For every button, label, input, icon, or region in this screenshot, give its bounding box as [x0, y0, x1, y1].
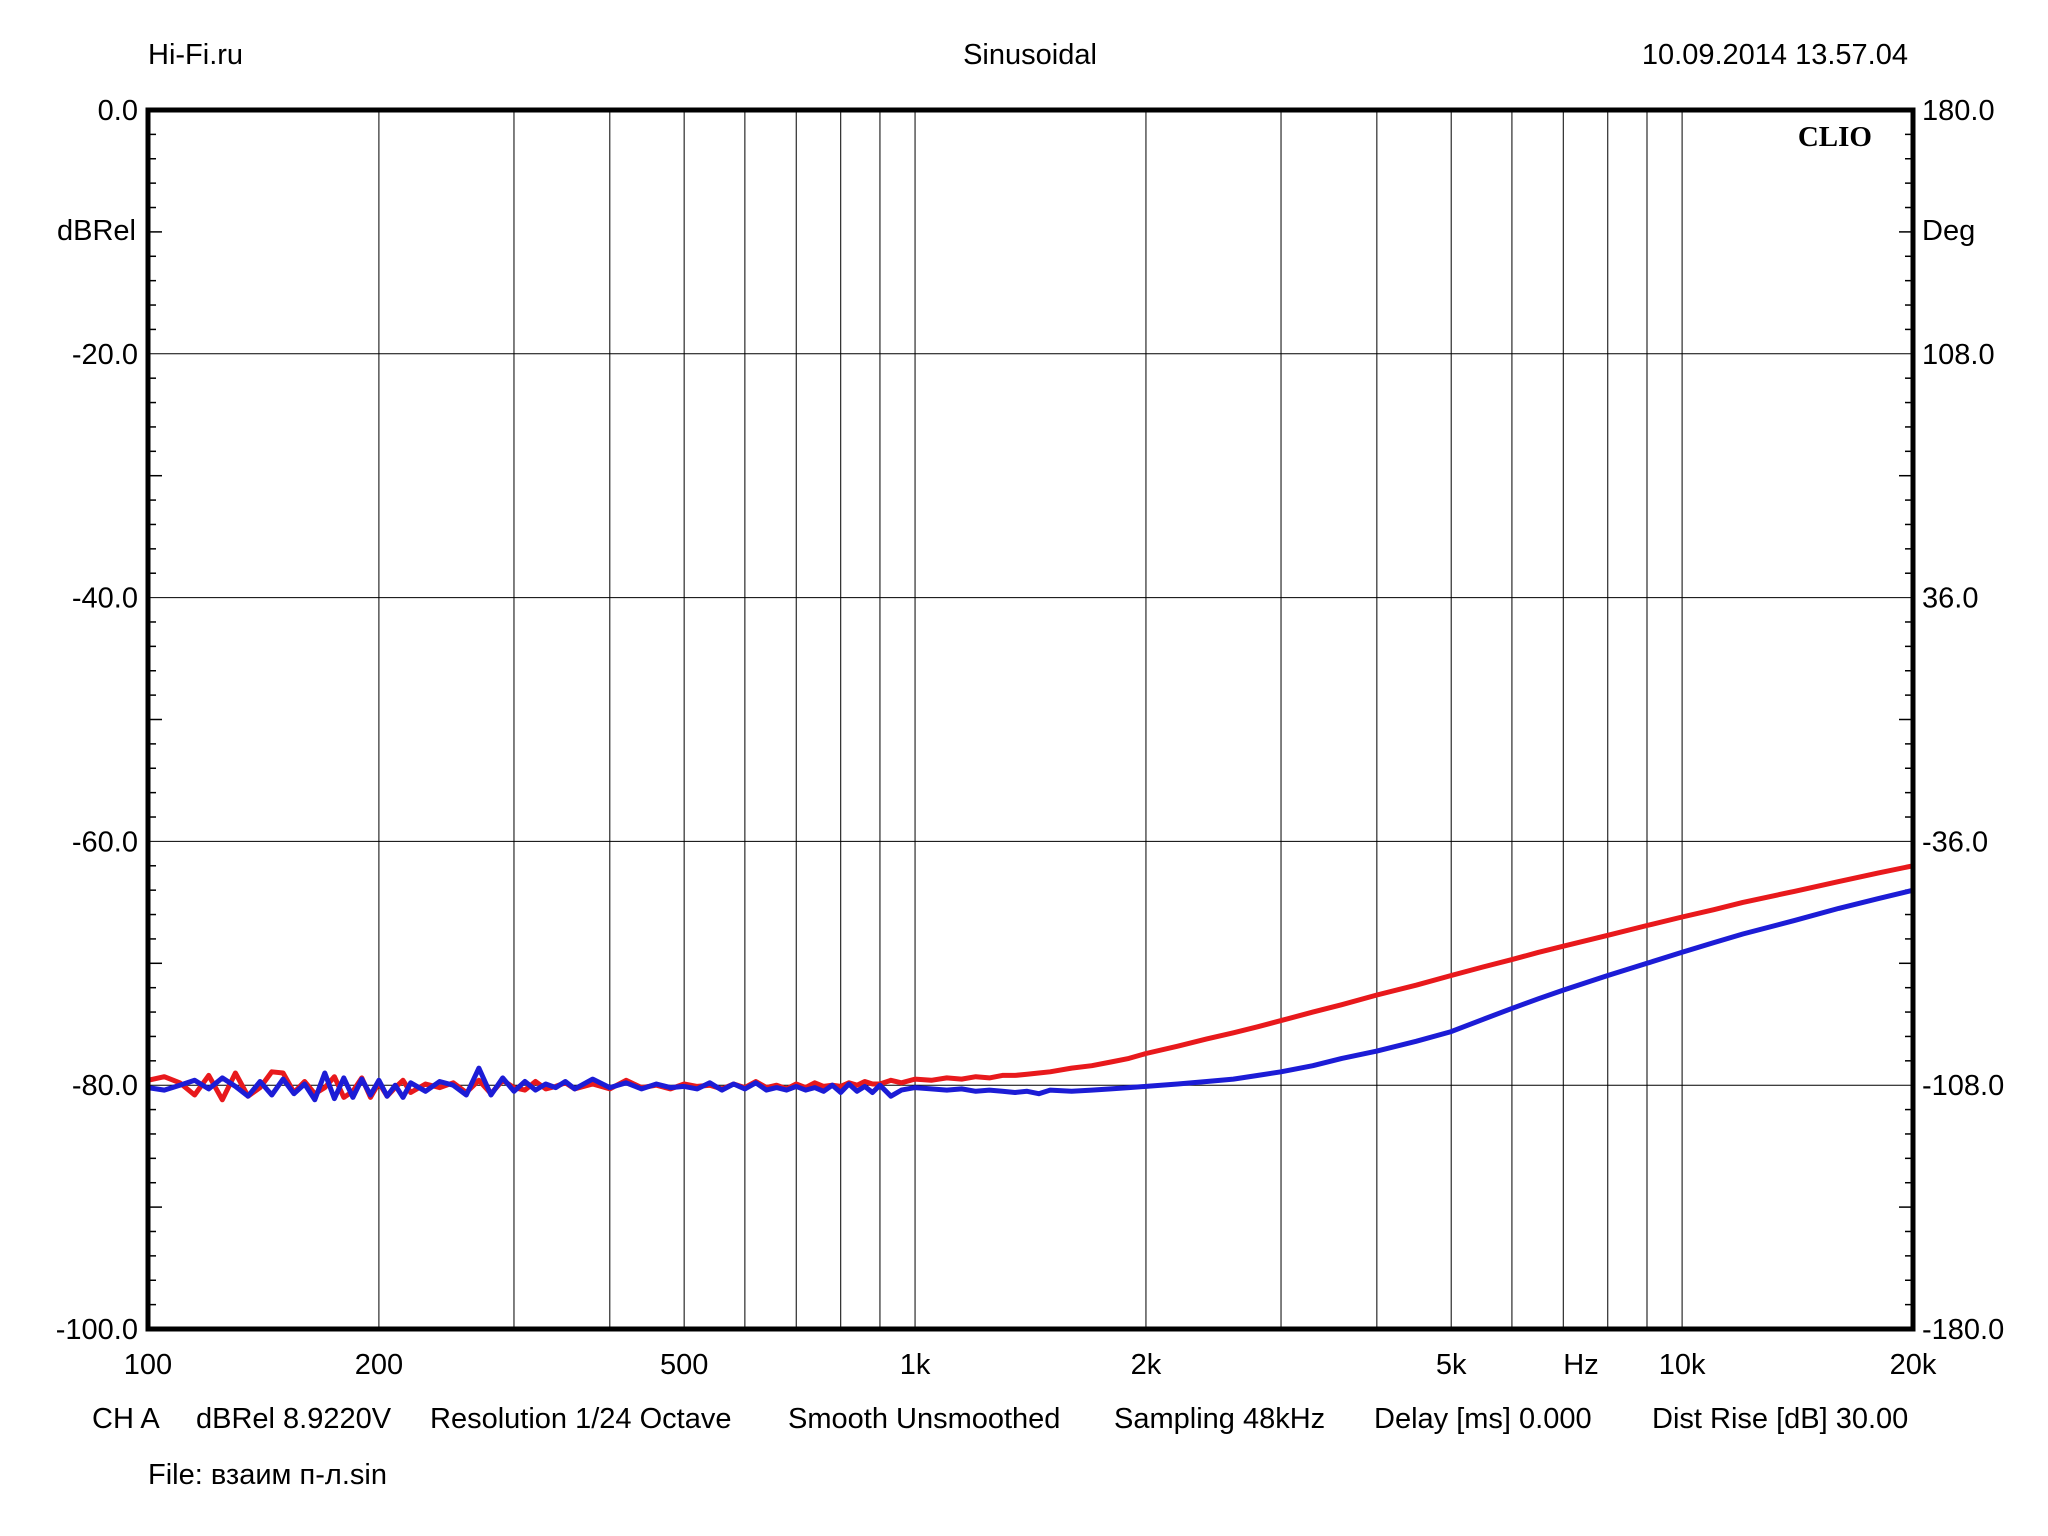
- footer-unit: dBRel 8.9220V: [196, 1403, 392, 1435]
- header-left: Hi-Fi.ru: [148, 39, 243, 71]
- y2-tick-label: 36.0: [1922, 583, 1978, 615]
- brand-logo: CLIO: [1798, 121, 1872, 153]
- y2-tick-label: -36.0: [1922, 826, 1988, 858]
- y-tick-label: 0.0: [98, 95, 138, 127]
- footer-dist-rise: Dist Rise [dB] 30.00: [1652, 1403, 1908, 1435]
- y-tick-label: -40.0: [72, 583, 138, 615]
- x-tick-label: 100: [124, 1349, 172, 1381]
- y2-tick-label: 180.0: [1922, 95, 1995, 127]
- chart-title: Sinusoidal: [963, 39, 1097, 71]
- y-tick-label: -80.0: [72, 1070, 138, 1102]
- footer-file: File: взаим п-л.sin: [148, 1459, 387, 1491]
- y-tick-label: -100.0: [56, 1314, 138, 1346]
- footer-sampling: Sampling 48kHz: [1114, 1403, 1325, 1435]
- y-tick-label: -20.0: [72, 339, 138, 371]
- x-axis-unit: Hz: [1563, 1349, 1598, 1381]
- y2-axis-title: Deg: [1922, 215, 1975, 247]
- series-line-2: [145, 887, 1916, 1103]
- footer-resolution: Resolution 1/24 Octave: [430, 1403, 731, 1435]
- x-tick-label: 200: [355, 1349, 403, 1381]
- y2-axis-labels: 180.0 108.0 36.0 -36.0 -108.0 -180.0: [1922, 95, 2004, 1346]
- x-tick-label: 500: [660, 1349, 708, 1381]
- footer-channel: CH A: [92, 1403, 160, 1435]
- plot-frame: [145, 107, 1916, 1332]
- footer-delay: Delay [ms] 0.000: [1374, 1403, 1592, 1435]
- grid: [147, 109, 1914, 1330]
- y2-tick-label: 108.0: [1922, 339, 1995, 371]
- y2-tick-label: -108.0: [1922, 1070, 2004, 1102]
- timestamp: 10.09.2014 13.57.04: [1642, 39, 1908, 71]
- x-tick-label: 1k: [900, 1349, 931, 1381]
- y-axis-labels: 0.0 -20.0 -40.0 -60.0 -80.0 -100.0: [56, 95, 138, 1346]
- y-axis-title: dBRel: [57, 215, 136, 247]
- x-tick-label: 2k: [1131, 1349, 1162, 1381]
- x-axis-labels: 100 200 500 1k 2k 5k 10k 20k: [124, 1349, 1937, 1381]
- x-tick-label: 5k: [1436, 1349, 1467, 1381]
- y2-tick-label: -180.0: [1922, 1314, 2004, 1346]
- axis-minor-ticks: [148, 133, 1913, 1306]
- footer-smoothing: Smooth Unsmoothed: [788, 1403, 1060, 1435]
- x-tick-label: 10k: [1659, 1349, 1706, 1381]
- x-tick-label: 20k: [1890, 1349, 1937, 1381]
- series-layer: [145, 863, 1916, 1103]
- y-tick-label: -60.0: [72, 826, 138, 858]
- series-line-1: [145, 863, 1916, 1103]
